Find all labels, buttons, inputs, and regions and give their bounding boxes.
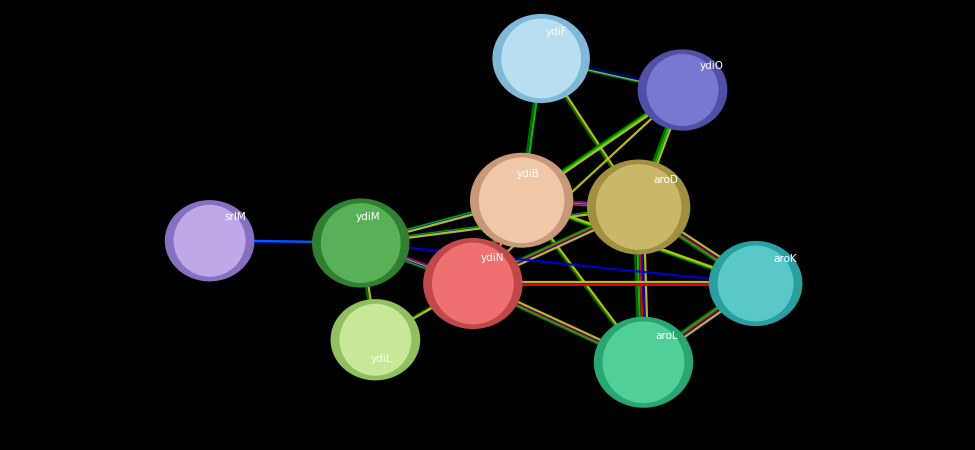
- Ellipse shape: [173, 204, 247, 278]
- Ellipse shape: [444, 254, 502, 313]
- Ellipse shape: [595, 163, 682, 251]
- Text: ydiL: ydiL: [370, 354, 392, 364]
- Ellipse shape: [594, 317, 693, 408]
- Ellipse shape: [614, 333, 673, 392]
- Ellipse shape: [638, 50, 727, 130]
- Text: srlM: srlM: [224, 212, 246, 222]
- Ellipse shape: [728, 256, 783, 311]
- Ellipse shape: [608, 176, 669, 238]
- Ellipse shape: [478, 157, 566, 244]
- Ellipse shape: [500, 18, 582, 99]
- Text: aroD: aroD: [653, 176, 679, 185]
- Ellipse shape: [717, 244, 795, 323]
- Ellipse shape: [312, 198, 410, 288]
- Ellipse shape: [183, 215, 236, 267]
- Ellipse shape: [332, 214, 389, 272]
- Ellipse shape: [320, 202, 402, 284]
- Ellipse shape: [423, 238, 523, 329]
- Text: ydiB: ydiB: [517, 169, 539, 179]
- Ellipse shape: [492, 14, 590, 103]
- Text: ydiN: ydiN: [481, 253, 504, 263]
- Ellipse shape: [338, 303, 412, 377]
- Text: ydiF: ydiF: [546, 27, 567, 37]
- Ellipse shape: [656, 64, 709, 116]
- Ellipse shape: [470, 153, 573, 248]
- Ellipse shape: [709, 241, 802, 326]
- Ellipse shape: [165, 200, 254, 281]
- Ellipse shape: [491, 170, 552, 231]
- Ellipse shape: [331, 299, 420, 380]
- Ellipse shape: [645, 53, 720, 127]
- Text: aroK: aroK: [773, 254, 797, 264]
- Text: aroL: aroL: [655, 331, 678, 341]
- Ellipse shape: [349, 314, 402, 366]
- Ellipse shape: [513, 30, 569, 87]
- Text: ydiO: ydiO: [700, 61, 724, 71]
- Text: ydiM: ydiM: [356, 212, 380, 222]
- Ellipse shape: [602, 320, 685, 404]
- Ellipse shape: [431, 242, 515, 325]
- Ellipse shape: [587, 159, 690, 254]
